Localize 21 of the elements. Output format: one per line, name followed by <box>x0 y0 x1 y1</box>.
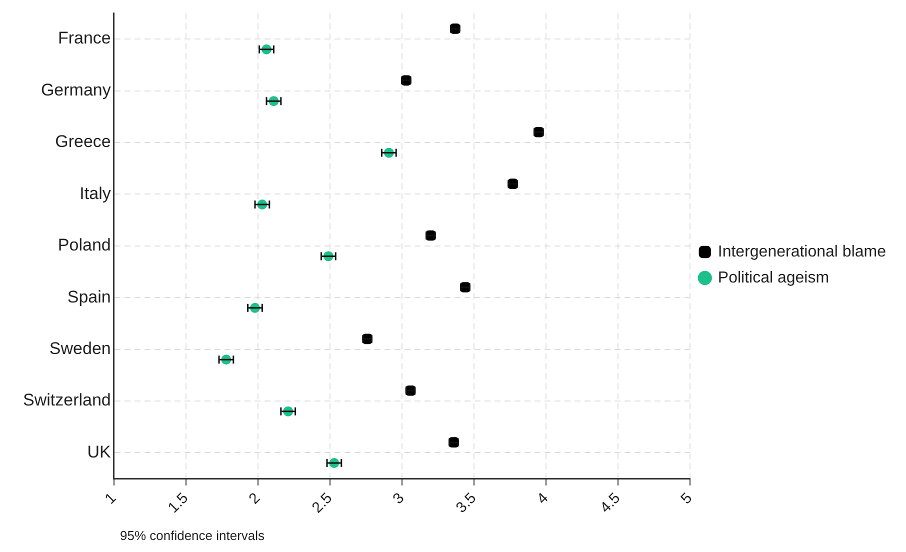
y-tick-label: Spain <box>67 287 111 306</box>
x-tick-label: 2.5 <box>308 490 336 516</box>
y-tick-label: UK <box>87 442 112 462</box>
x-tick-label: 1 <box>102 490 120 508</box>
legend-label: Intergenerational blame <box>718 243 886 260</box>
x-tick-label: 3 <box>390 490 408 508</box>
y-tick-label: Greece <box>55 132 111 152</box>
legend-label: Political ageism <box>718 269 830 286</box>
x-tick-label: 2 <box>246 490 264 508</box>
y-tick-label: Sweden <box>49 338 111 358</box>
text: 95% confidence intervals <box>120 528 265 543</box>
x-tick-label: 5 <box>678 490 696 508</box>
y-tick-label: Switzerland <box>22 390 111 410</box>
y-tick-label: Germany <box>40 80 112 100</box>
x-tick-label: 4.5 <box>596 490 624 516</box>
x-tick-label: 3.5 <box>452 490 480 516</box>
y-tick-label: France <box>58 28 111 48</box>
y-tick-label: Italy <box>80 184 112 203</box>
y-tick-label: Poland <box>58 236 111 255</box>
x-tick-label: 1.5 <box>164 490 192 516</box>
x-tick-label: 4 <box>534 490 552 508</box>
